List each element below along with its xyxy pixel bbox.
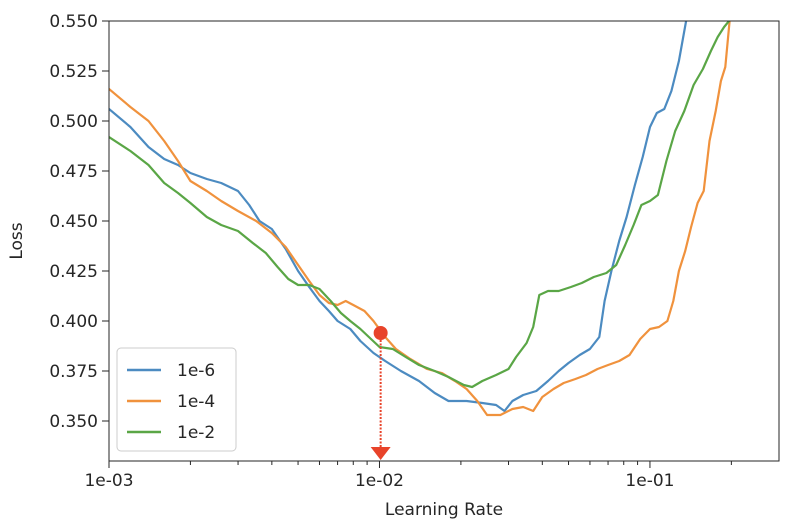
annotation-layer xyxy=(370,326,391,460)
y-tick-label: 0.450 xyxy=(49,212,98,232)
series-line-1e-4 xyxy=(109,21,731,417)
y-tick-label: 0.525 xyxy=(49,62,98,82)
y-tick-label: 0.425 xyxy=(49,262,98,282)
series-layer xyxy=(109,21,731,417)
x-axis-ticks: 1e-03 1e-02 1e-01 xyxy=(84,461,732,491)
x-axis-label: Learning Rate xyxy=(385,500,503,520)
x-tick-label: 1e-02 xyxy=(355,471,404,491)
x-tick-label: 1e-01 xyxy=(625,471,674,491)
annotation-marker xyxy=(373,326,388,340)
x-tick-label: 1e-03 xyxy=(84,471,133,491)
legend-label-1e-4: 1e-4 xyxy=(177,392,215,412)
y-axis-ticks: 0.350 0.375 0.400 0.425 0.450 0.475 0.500 0.525… xyxy=(49,12,109,432)
y-tick-label: 0.375 xyxy=(49,362,98,382)
y-tick-label: 0.350 xyxy=(49,412,98,432)
series-line-1e-6 xyxy=(109,21,688,413)
annotation-arrow-head xyxy=(370,447,391,460)
y-tick-label: 0.550 xyxy=(49,12,98,32)
plot-frame xyxy=(108,20,780,462)
y-tick-label: 0.500 xyxy=(49,112,98,132)
legend-label-1e-2: 1e-2 xyxy=(177,423,215,443)
legend-label-1e-6: 1e-6 xyxy=(177,361,215,381)
legend-box xyxy=(116,347,237,452)
y-tick-label: 0.400 xyxy=(49,312,98,332)
legend: 1e-6 1e-4 1e-2 xyxy=(116,347,237,452)
y-axis-label: Loss xyxy=(7,222,27,259)
y-tick-label: 0.475 xyxy=(49,162,98,182)
series-line-1e-2 xyxy=(109,21,731,389)
